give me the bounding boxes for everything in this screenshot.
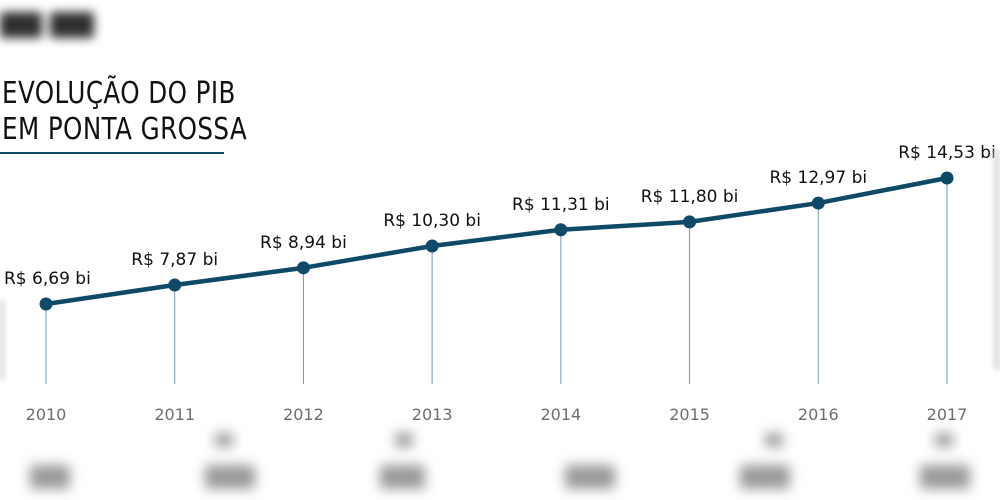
x-tick-label: 2011	[154, 405, 195, 424]
chart-title-line-1: EVOLUÇÃO DO PIB	[2, 76, 236, 111]
data-point	[425, 239, 439, 253]
x-tick-label: 2016	[798, 405, 839, 424]
data-point	[940, 171, 954, 185]
data-label: R$ 8,94 bi	[260, 233, 347, 253]
data-label: R$ 11,80 bi	[641, 187, 739, 207]
right-edge-shadow	[994, 150, 1000, 370]
blurred-logo	[0, 4, 100, 44]
left-edge-shadow	[0, 300, 4, 380]
data-point	[39, 297, 53, 311]
title-underline	[0, 152, 224, 154]
series-line	[43, 175, 950, 307]
data-label: R$ 12,97 bi	[769, 168, 867, 188]
x-tick-label: 2015	[669, 405, 710, 424]
data-point	[168, 278, 182, 292]
blurred-footer	[0, 425, 1000, 500]
x-tick-label: 2010	[26, 405, 67, 424]
data-label: R$ 14,53 bi	[898, 143, 996, 163]
x-tick-label: 2012	[283, 405, 324, 424]
x-tick-label: 2013	[412, 405, 453, 424]
chart-title-line-2: EM PONTA GROSSA	[2, 112, 248, 147]
data-point	[811, 196, 825, 210]
data-point	[683, 215, 697, 229]
data-point	[554, 223, 568, 237]
data-point	[296, 261, 310, 275]
x-tick-label: 2017	[927, 405, 968, 424]
x-tick-label: 2014	[540, 405, 581, 424]
data-label: R$ 7,87 bi	[131, 250, 218, 270]
chart-title: EVOLUÇÃO DO PIB EM PONTA GROSSA	[2, 76, 247, 148]
data-label: R$ 11,31 bi	[512, 195, 610, 215]
data-label: R$ 10,30 bi	[383, 211, 481, 231]
data-label: R$ 6,69 bi	[4, 269, 91, 289]
